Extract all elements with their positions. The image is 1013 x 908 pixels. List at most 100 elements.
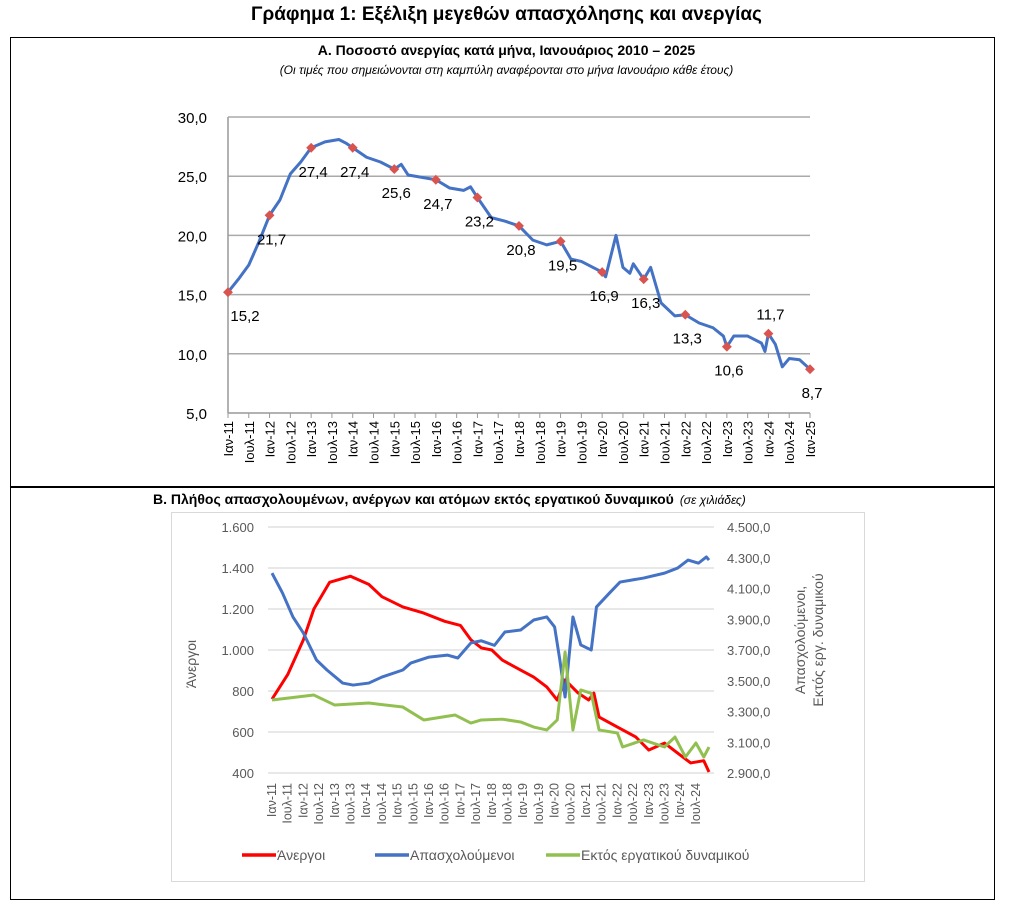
x-tick-label: Ιαν-17 — [453, 783, 467, 818]
x-tick-label: Ιαν-23 — [642, 783, 656, 818]
data-label: 21,7 — [257, 231, 286, 248]
data-point-marker — [680, 309, 691, 320]
figure-title: Γράφημα 1: Εξέλιξη μεγεθών απασχόλησης κ… — [251, 4, 762, 25]
y-left-tick-label: 400 — [232, 766, 254, 781]
x-tick-label: Ιουλ-14 — [367, 421, 382, 464]
x-tick-label: Ιουλ-18 — [501, 783, 515, 825]
x-tick-label: Ιαν-21 — [637, 421, 652, 457]
y-right-tick-label: 4.500,0 — [727, 520, 770, 535]
chart-b-unit-note: (σε χιλιάδες) — [679, 493, 746, 507]
data-label: 8,7 — [802, 385, 823, 402]
legend-label-outside-labour-force: Εκτός εργατικού δυναμικού — [581, 847, 749, 863]
y-tick-label: 15,0 — [178, 288, 207, 305]
x-tick-label: Ιαν-21 — [579, 783, 593, 818]
chart-b-title: Β. Πλήθος απασχολουμένων, ανέργων και ατ… — [153, 491, 746, 507]
data-label: 27,4 — [340, 164, 369, 181]
x-tick-label: Ιαν-13 — [328, 783, 342, 818]
x-tick-label: Ιουλ-19 — [574, 421, 589, 464]
x-tick-label: Ιαν-14 — [359, 783, 373, 818]
outside-labour-force-line — [271, 650, 711, 759]
data-label: 16,9 — [590, 288, 619, 305]
x-tick-label: Ιουλ-21 — [658, 421, 673, 464]
x-tick-label: Ιαν-23 — [720, 421, 735, 457]
data-point-marker — [264, 210, 275, 221]
x-tick-label: Ιαν-20 — [595, 421, 610, 457]
y-left-tick-label: 1.000 — [221, 643, 254, 658]
y-left-tick-label: 1.600 — [221, 520, 254, 535]
x-tick-label: Ιουλ-22 — [626, 783, 640, 825]
y-left-tick-label: 800 — [232, 684, 254, 699]
x-tick-label: Ιουλ-24 — [689, 783, 703, 825]
x-tick-label: Ιουλ-17 — [491, 421, 506, 464]
data-point-marker — [721, 341, 732, 352]
data-point-marker — [223, 287, 233, 298]
data-point-marker — [805, 364, 815, 375]
data-label: 16,3 — [631, 295, 660, 312]
y-tick-label: 10,0 — [178, 347, 207, 364]
x-tick-label: Ιαν-14 — [346, 421, 361, 457]
x-tick-label: Ιαν-15 — [391, 783, 405, 818]
data-point-marker — [514, 220, 524, 231]
data-point-marker — [555, 236, 566, 247]
x-tick-label: Ιουλ-14 — [375, 783, 389, 825]
x-tick-label: Ιουλ-23 — [658, 783, 672, 825]
chart-b-area — [171, 512, 865, 882]
x-tick-label: Ιουλ-15 — [406, 783, 420, 825]
panel-divider — [10, 486, 995, 488]
data-label: 15,2 — [230, 308, 259, 325]
x-tick-label: Ιαν-16 — [429, 421, 444, 457]
x-tick-label: Ιουλ-21 — [595, 783, 609, 825]
x-tick-label: Ιαν-16 — [422, 783, 436, 818]
y-left-tick-label: 1.200 — [221, 602, 254, 617]
x-tick-label: Ιουλ-13 — [325, 421, 340, 464]
x-tick-label: Ιουλ-19 — [532, 783, 546, 825]
x-tick-label: Ιαν-24 — [673, 783, 687, 818]
x-tick-label: Ιουλ-20 — [616, 421, 631, 464]
x-tick-label: Ιαν-13 — [304, 421, 319, 457]
y-right-tick-label: 2.900,0 — [727, 766, 770, 781]
x-tick-label: Ιουλ-15 — [408, 421, 423, 464]
y-right-tick-label: 3.300,0 — [727, 705, 770, 720]
data-point-marker — [763, 328, 774, 339]
data-label: 20,8 — [506, 242, 535, 259]
y-left-tick-label: 1.400 — [221, 561, 254, 576]
y-right-tick-label: 3.500,0 — [727, 674, 770, 689]
y-right-tick-label: 4.100,0 — [727, 582, 770, 597]
y-left-axis-title: Άνεργοι — [183, 640, 199, 688]
x-tick-label: Ιαν-18 — [512, 421, 527, 457]
data-label: 10,6 — [714, 363, 743, 380]
y-right-tick-label: 3.900,0 — [727, 612, 770, 627]
x-tick-label: Ιαν-11 — [265, 783, 279, 817]
data-point-marker — [638, 274, 649, 285]
x-tick-label: Ιουλ-20 — [563, 783, 577, 825]
data-point-marker — [306, 142, 317, 153]
data-point-marker — [430, 174, 441, 185]
chart-a-title: Α. Ποσοστό ανεργίας κατά μήνα, Ιανουάριο… — [317, 42, 696, 58]
x-tick-label: Ιαν-22 — [678, 421, 693, 457]
x-tick-label: Ιουλ-12 — [283, 421, 298, 464]
x-tick-label: Ιουλ-11 — [281, 783, 295, 824]
x-tick-label: Ιαν-22 — [610, 783, 624, 818]
x-tick-label: Ιουλ-16 — [450, 421, 465, 464]
data-label: 23,2 — [465, 214, 494, 231]
data-point-marker — [597, 267, 608, 278]
x-tick-label: Ιαν-12 — [263, 421, 278, 457]
x-tick-label: Ιουλ-11 — [242, 421, 257, 463]
chart-a-subtitle: (Οι τιμές που σημειώνονται στη καμπύλη α… — [279, 63, 734, 77]
y-right-axis-title-line1: Απασχολούμενοι, — [792, 586, 808, 694]
x-tick-label: Ιαν-17 — [470, 421, 485, 457]
y-right-tick-label: 4.300,0 — [727, 551, 770, 566]
x-tick-label: Ιουλ-18 — [533, 421, 548, 464]
x-tick-label: Ιαν-19 — [554, 421, 569, 457]
unemployment-rate-line — [226, 137, 812, 371]
unemployed-line — [270, 574, 711, 773]
x-tick-label: Ιουλ-12 — [312, 783, 326, 825]
x-tick-label: Ιουλ-17 — [469, 783, 483, 825]
legend-label-employed: Απασχολούμενοι — [410, 847, 514, 863]
x-tick-label: Ιουλ-23 — [741, 421, 756, 464]
y-tick-label: 30,0 — [178, 110, 207, 127]
x-tick-label: Ιουλ-22 — [699, 421, 714, 464]
data-label: 25,6 — [382, 185, 411, 202]
figure-frame — [10, 37, 995, 900]
